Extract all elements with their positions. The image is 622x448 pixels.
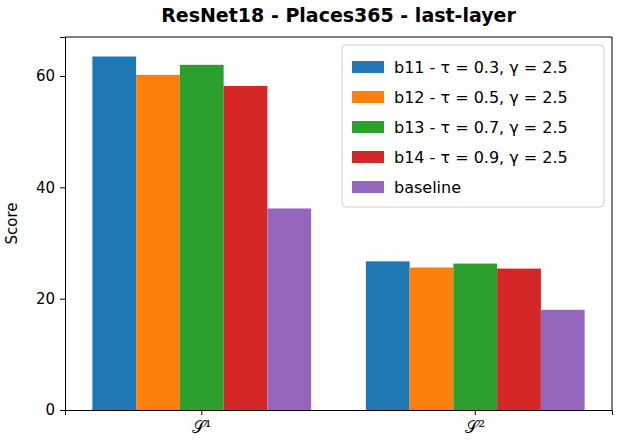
legend-label: b11 - τ = 0.3, γ = 2.5: [394, 58, 568, 77]
bar: [136, 75, 180, 410]
bar: [541, 310, 585, 410]
y-tick: 20: [36, 290, 65, 308]
y-tick-label: 40: [36, 179, 55, 197]
bar: [453, 264, 497, 410]
x-tick-label: 𝒮¹: [192, 417, 212, 437]
y-tick-label: 20: [36, 290, 55, 308]
legend-swatch: [352, 151, 384, 163]
y-tick: 40: [36, 179, 65, 197]
y-axis-line: [60, 38, 66, 411]
legend: b11 - τ = 0.3, γ = 2.5 b12 - τ = 0.5, γ =…: [342, 45, 604, 207]
legend-item: b14 - τ = 0.9, γ = 2.5: [352, 148, 568, 167]
bar: [92, 56, 136, 410]
legend-swatch: [352, 181, 384, 193]
y-label: Score: [3, 202, 21, 244]
y-tick-mark: [60, 76, 65, 77]
legend-item: baseline: [352, 178, 461, 197]
legend-label: b12 - τ = 0.5, γ = 2.5: [394, 88, 568, 107]
y-axis: 0 20 40 60: [36, 38, 66, 420]
frame: [65, 37, 612, 38]
x-axis: 𝒮¹ 𝒮²: [66, 410, 613, 437]
x-tick-mark: [475, 410, 476, 415]
y-tick-mark: [60, 410, 65, 411]
title: ResNet18 - Places365 - last-layer: [161, 4, 516, 26]
legend-item: b11 - τ = 0.3, γ = 2.5: [352, 58, 568, 77]
y-tick-mark: [60, 187, 65, 188]
legend-swatch: [352, 121, 384, 133]
x-tick-mark: [201, 410, 202, 415]
legend-item: b12 - τ = 0.5, γ = 2.5: [352, 88, 568, 107]
x-axis-line: [66, 411, 613, 416]
y-tick-label: 0: [45, 401, 55, 419]
bar: [180, 65, 224, 410]
x-tick: 𝒮²: [465, 410, 485, 437]
legend-swatch: [352, 91, 384, 103]
frame: [612, 37, 613, 410]
y-tick-mark: [60, 299, 65, 300]
bar: [410, 267, 454, 410]
x-tick: 𝒮¹: [192, 410, 212, 437]
chart: 0 20 40 60 𝒮¹ 𝒮² b11 - τ = 0.3, γ = 2.5 b12 - τ…: [0, 0, 622, 448]
legend-swatch: [352, 61, 384, 73]
y-tick: 60: [36, 67, 65, 85]
y-tick-label: 60: [36, 67, 55, 85]
bar: [497, 269, 541, 410]
legend-label: b13 - τ = 0.7, γ = 2.5: [394, 118, 568, 137]
legend-item: b13 - τ = 0.7, γ = 2.5: [352, 118, 568, 137]
bar: [366, 261, 410, 410]
bar: [224, 86, 268, 410]
legend-label: b14 - τ = 0.9, γ = 2.5: [394, 148, 568, 167]
bar: [267, 208, 311, 410]
legend-label: baseline: [394, 178, 461, 197]
x-tick-label: 𝒮²: [465, 417, 485, 437]
y-tick: 0: [45, 401, 65, 419]
legend-frame: [342, 45, 604, 207]
plot: 0 20 40 60 𝒮¹ 𝒮² b11 - τ = 0.3, γ = 2.5 b12 - τ…: [36, 37, 613, 437]
